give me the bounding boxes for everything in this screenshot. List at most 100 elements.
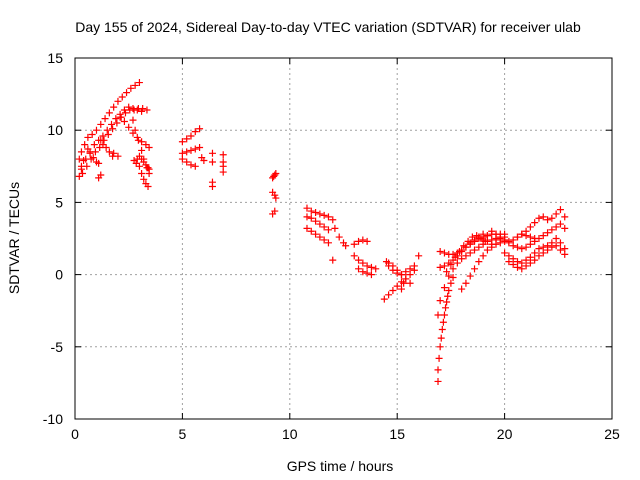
axis-ticks <box>74 57 613 420</box>
data-point <box>110 103 118 111</box>
data-point <box>475 233 483 241</box>
data-point <box>462 279 470 287</box>
data-point <box>84 133 92 141</box>
data-point <box>466 239 474 247</box>
data-point <box>307 207 315 215</box>
data-point <box>91 148 99 156</box>
data-point <box>556 206 564 214</box>
data-point <box>187 132 195 140</box>
data-point <box>447 279 455 287</box>
data-point <box>513 263 521 271</box>
data-point <box>402 275 410 283</box>
data-point <box>132 159 140 167</box>
data-point <box>548 243 556 251</box>
data-point <box>488 243 496 251</box>
data-point <box>492 240 500 248</box>
data-point <box>191 145 199 153</box>
data-point <box>108 120 116 128</box>
data-point <box>505 239 513 247</box>
data-point <box>90 141 98 149</box>
data-point <box>219 151 227 159</box>
data-point <box>331 224 339 232</box>
data-point <box>99 132 107 140</box>
data-point <box>316 233 324 241</box>
y-tick-label: 5 <box>55 194 63 210</box>
data-point <box>449 273 457 281</box>
x-tick-label: 20 <box>497 426 513 442</box>
data-point <box>556 220 564 228</box>
data-point <box>312 209 320 217</box>
data-point <box>95 159 103 167</box>
data-point <box>443 268 451 276</box>
data-point <box>501 237 509 245</box>
data-point <box>492 230 500 238</box>
data-point <box>272 170 280 178</box>
data-point <box>526 259 534 267</box>
data-point <box>183 158 191 166</box>
data-point <box>178 138 186 146</box>
data-point <box>552 242 560 250</box>
data-point <box>496 239 504 247</box>
data-point <box>453 252 461 260</box>
data-point <box>120 118 128 126</box>
data-point <box>440 262 448 270</box>
data-point <box>518 265 526 273</box>
data-point <box>531 235 539 242</box>
data-point <box>123 89 131 97</box>
data-point <box>522 262 530 270</box>
data-point <box>196 144 204 152</box>
data-point <box>442 304 450 312</box>
data-point <box>539 232 547 240</box>
data-point <box>544 229 552 237</box>
data-point <box>303 224 311 232</box>
data-point <box>125 123 133 131</box>
data-point <box>436 247 444 255</box>
data-point <box>438 325 446 333</box>
chart-title: Day 155 of 2024, Sidereal Day-to-day VTE… <box>75 19 581 35</box>
data-point <box>483 246 491 254</box>
data-point <box>80 157 88 165</box>
data-point <box>135 79 143 87</box>
data-point <box>556 246 564 254</box>
data-point <box>363 237 371 245</box>
data-point <box>363 269 371 277</box>
data-point <box>393 282 401 290</box>
data-point <box>191 128 199 136</box>
data-point <box>208 158 216 166</box>
y-tick-label: -5 <box>51 339 64 355</box>
x-tick-label: 25 <box>604 426 620 442</box>
data-point <box>513 233 521 241</box>
y-tick-label: -10 <box>43 411 63 427</box>
data-point <box>445 272 453 280</box>
data-point <box>434 366 442 374</box>
data-point <box>548 226 556 234</box>
y-axis-label: SDTVAR / TECUs <box>6 182 22 294</box>
data-point <box>342 242 350 250</box>
data-point <box>535 252 543 260</box>
data-point <box>434 311 442 319</box>
data-point <box>531 249 539 257</box>
data-point <box>475 258 483 266</box>
data-point <box>539 213 547 221</box>
data-point <box>320 211 328 219</box>
data-point <box>350 240 358 248</box>
data-point <box>561 250 569 258</box>
data-point <box>320 223 328 231</box>
data-point <box>479 252 487 260</box>
data-point <box>526 223 534 231</box>
data-point <box>522 232 530 240</box>
data-point <box>483 232 491 240</box>
tick-labels: 0 5 10 15 20 25 -10 -5 0 5 10 15 <box>43 50 620 442</box>
data-point <box>513 243 521 251</box>
data-point <box>471 246 479 254</box>
data-point <box>531 219 539 227</box>
data-point <box>138 146 146 154</box>
data-point <box>406 271 414 279</box>
data-point <box>307 227 315 235</box>
data-point <box>114 97 122 105</box>
data-point <box>271 171 279 179</box>
data-point <box>131 81 139 89</box>
data-point <box>501 249 509 257</box>
data-point <box>114 152 122 160</box>
